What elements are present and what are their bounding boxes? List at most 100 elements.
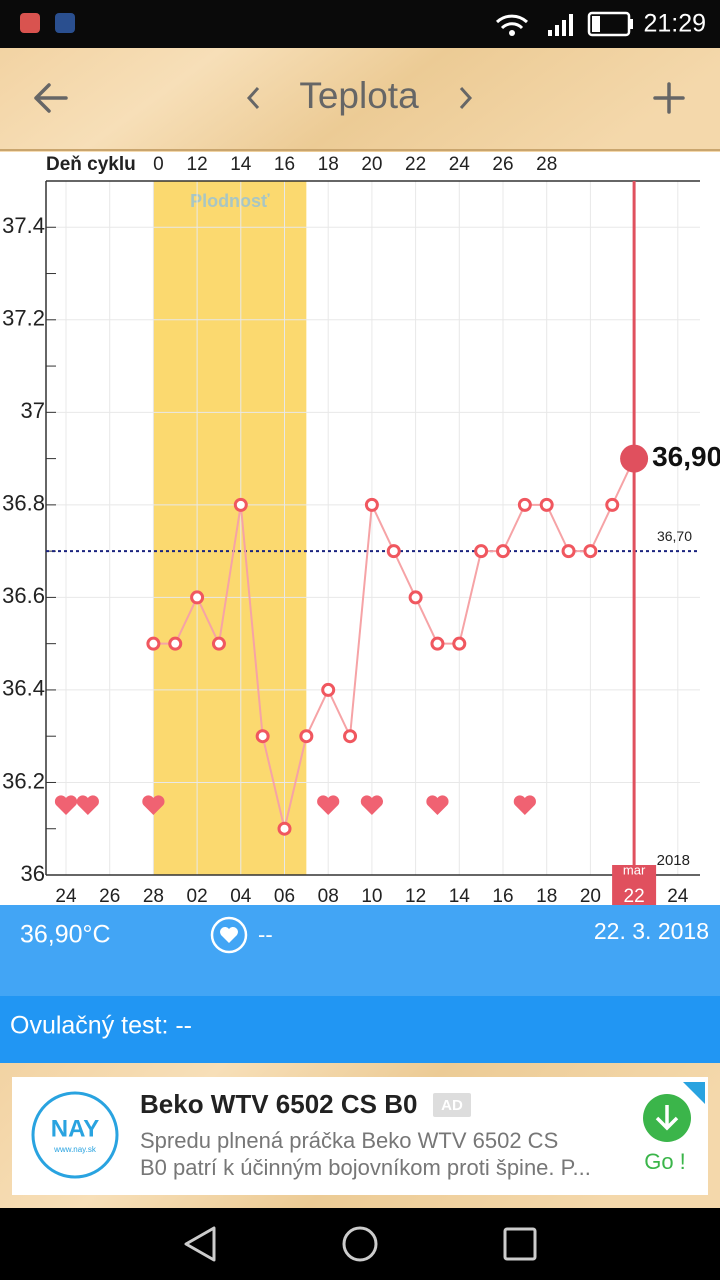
nav-recent[interactable] xyxy=(503,1227,537,1261)
back-button[interactable] xyxy=(34,83,68,113)
heart xyxy=(426,795,449,815)
nav-home[interactable] xyxy=(342,1226,378,1262)
point xyxy=(430,636,445,651)
heart xyxy=(76,795,99,815)
cycle-day-label: 24 xyxy=(449,154,471,175)
x-tick-label: 18 xyxy=(536,886,557,907)
ad-text: Spredu plnená práčka Beko WTV 6502 CS xyxy=(140,1128,558,1153)
y-tick-label: 36 xyxy=(21,861,45,886)
heart xyxy=(142,795,165,815)
info-bar xyxy=(0,905,720,996)
chart-area xyxy=(0,152,720,905)
ad-logo xyxy=(31,1091,119,1179)
cycle-day-label: 14 xyxy=(230,154,252,175)
ad-card[interactable] xyxy=(12,1077,708,1195)
ad-text: B0 patrí k účinným bojovníkom proti špin… xyxy=(140,1155,591,1180)
selected-tab xyxy=(612,865,657,905)
selected-year: 2018 xyxy=(657,852,690,869)
ad-choices[interactable] xyxy=(683,1082,705,1104)
ad-title: Beko WTV 6502 CS B0 xyxy=(140,1089,417,1119)
wifi-icon xyxy=(495,14,529,30)
ad-badge-text: AD xyxy=(441,1097,463,1114)
point xyxy=(299,729,314,744)
ovulation-bar xyxy=(0,996,720,1063)
status-bar xyxy=(0,0,720,48)
coverline-label: 36,70 xyxy=(657,528,692,544)
point xyxy=(386,544,401,559)
add-button[interactable] xyxy=(653,82,685,114)
point xyxy=(496,544,510,559)
clock: 21:29 xyxy=(643,10,706,38)
x-tick-label: 28 xyxy=(143,886,164,907)
cycle-day-label: 0 xyxy=(153,154,164,175)
cycle-day-label: 18 xyxy=(318,154,339,175)
x-tick-label: 06 xyxy=(274,886,295,907)
cycle-day-label: 22 xyxy=(405,154,426,175)
nav-back[interactable] xyxy=(184,1226,216,1262)
selected-month: mar xyxy=(623,862,646,877)
y-tick-label: 36.2 xyxy=(2,768,45,793)
x-tick-label: 22 xyxy=(624,886,645,907)
point xyxy=(168,636,183,651)
y-tick-label: 37.2 xyxy=(2,306,45,331)
next-button[interactable] xyxy=(459,86,473,110)
x-tick-label: 16 xyxy=(492,886,513,907)
y-tick-label: 37.4 xyxy=(2,213,45,238)
point xyxy=(190,590,205,605)
point xyxy=(539,497,554,512)
x-axis-label: Deň cyklu xyxy=(46,154,136,175)
y-tick-label: 36.6 xyxy=(2,583,45,608)
point xyxy=(233,497,248,512)
cycle-day-label: 20 xyxy=(361,154,382,175)
x-tick-label: 24 xyxy=(667,886,689,907)
intercourse: -- xyxy=(258,922,273,947)
selected-label: 36,90 xyxy=(652,441,720,472)
x-tick-label: 14 xyxy=(449,886,471,907)
x-tick-label: 02 xyxy=(187,886,208,907)
point xyxy=(343,729,358,744)
notif-icon xyxy=(20,13,40,33)
ad-cta[interactable]: Go ! xyxy=(644,1149,686,1174)
date: 22. 3. 2018 xyxy=(594,918,709,944)
point xyxy=(364,497,379,512)
cycle-day-label: 26 xyxy=(492,154,513,175)
point xyxy=(452,636,467,651)
header xyxy=(0,48,720,152)
cycle-day-label: 28 xyxy=(536,154,557,175)
prev-button[interactable] xyxy=(246,86,260,110)
heart-icon xyxy=(210,916,248,954)
signal-icon xyxy=(548,14,573,36)
point xyxy=(255,729,270,744)
ad-download-arrow xyxy=(655,1105,679,1131)
x-tick-label: 20 xyxy=(580,886,601,907)
ad-badge xyxy=(433,1093,471,1117)
chart: Deň cyklu Plodnosť 36 36.2 36.4 36.6 36.8 37 37… xyxy=(2,154,720,907)
point xyxy=(583,544,598,559)
x-tick-label: 08 xyxy=(318,886,339,907)
point xyxy=(408,590,423,605)
point xyxy=(605,497,620,512)
header-title: Teplota xyxy=(299,75,419,116)
cycle-day-label: 16 xyxy=(274,154,295,175)
ad-logo-url: www.nay.sk xyxy=(53,1145,97,1154)
point xyxy=(517,497,532,512)
x-tick-label: 24 xyxy=(55,886,77,907)
heart xyxy=(54,795,78,815)
battery-icon xyxy=(629,19,633,29)
y-tick-label: 36.8 xyxy=(2,491,45,516)
x-tick-label: 10 xyxy=(361,886,382,907)
notif-icon xyxy=(55,13,75,33)
heart xyxy=(360,795,384,815)
battery-icon xyxy=(592,16,600,32)
y-tick-label: 37 xyxy=(21,398,45,423)
cycle-day-label: 12 xyxy=(187,154,208,175)
x-tick-label: 26 xyxy=(99,886,120,907)
point xyxy=(321,682,336,697)
point xyxy=(277,821,292,836)
heart xyxy=(513,795,536,815)
nav-bar xyxy=(0,1208,720,1280)
temperature: 36,90°C xyxy=(20,921,111,949)
point xyxy=(211,636,226,651)
